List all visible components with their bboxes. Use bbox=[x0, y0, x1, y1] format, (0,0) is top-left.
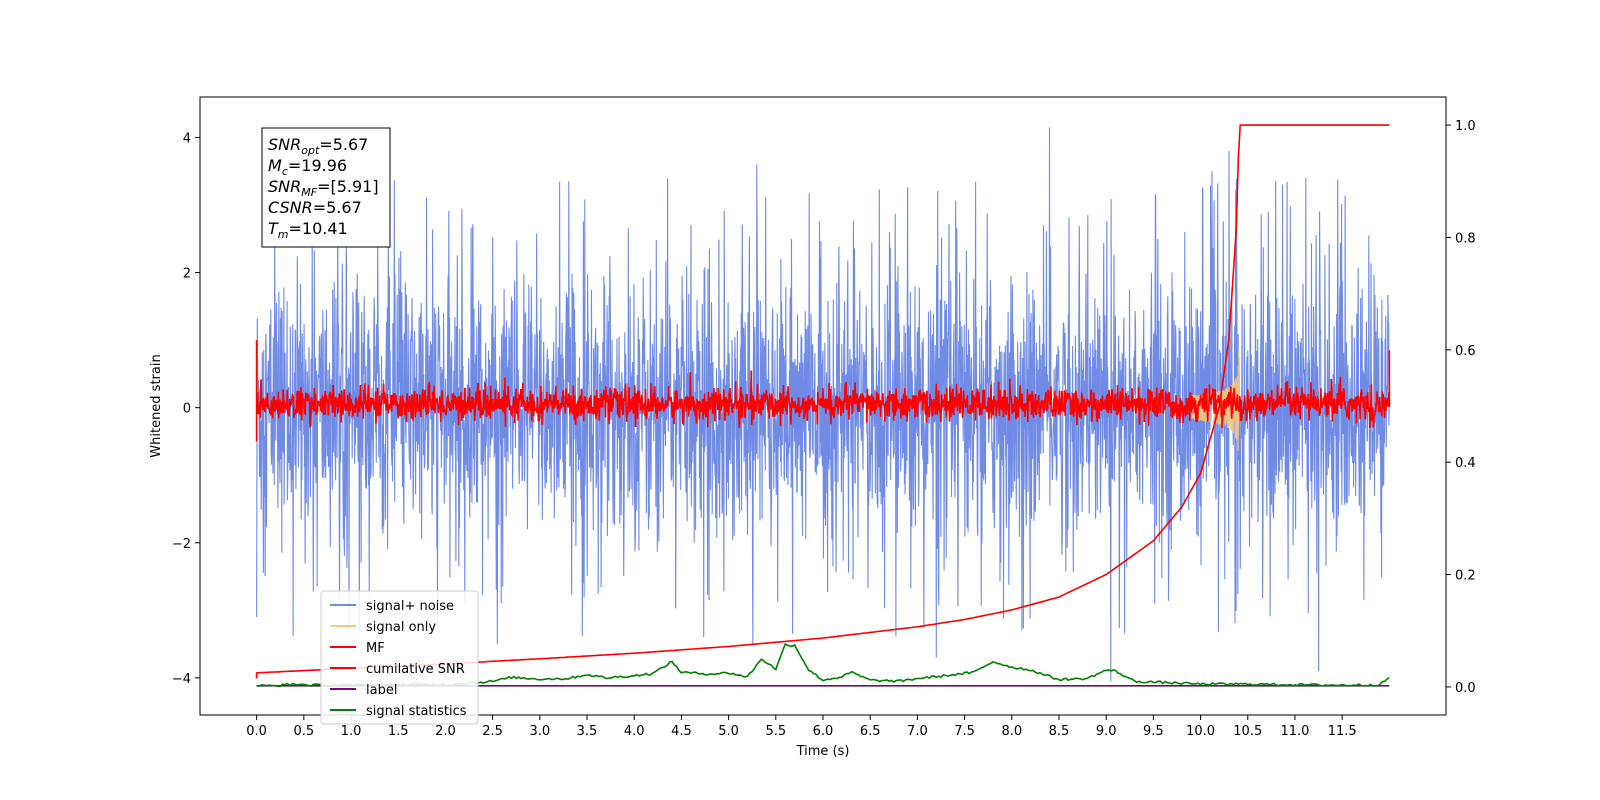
x-tick-label: 0.5 bbox=[293, 724, 314, 739]
x-tick-label: 10.0 bbox=[1186, 724, 1215, 739]
series-line-signal-noise bbox=[256, 127, 1390, 682]
x-tick-label: 7.0 bbox=[907, 724, 928, 739]
y-tick-label: 2 bbox=[183, 267, 191, 282]
x-tick-label: 8.5 bbox=[1049, 724, 1070, 739]
y-right-tick-label: 1.0 bbox=[1455, 119, 1476, 134]
x-tick-label: 6.0 bbox=[813, 724, 834, 739]
legend-frame bbox=[320, 590, 479, 725]
legend-label: cumilative SNR bbox=[366, 662, 465, 677]
x-tick-label: 6.5 bbox=[860, 724, 881, 739]
legend-label: signal+ noise bbox=[366, 599, 454, 614]
x-tick-label: 10.5 bbox=[1233, 724, 1262, 739]
x-tick-label: 5.5 bbox=[765, 724, 786, 739]
annotation-line: SNRopt=5.67 bbox=[268, 135, 368, 157]
y-right-tick-label: 0.6 bbox=[1455, 344, 1476, 359]
legend-label: signal only bbox=[366, 620, 436, 635]
annotation-line: Mc=19.96 bbox=[268, 156, 347, 178]
y-tick-label: 0 bbox=[183, 402, 191, 417]
y-axis-right: 0.0 0.2 0.4 0.6 0.8 1.0 bbox=[1446, 119, 1476, 696]
x-tick-label: 1.0 bbox=[341, 724, 362, 739]
y-right-tick-label: 0.8 bbox=[1455, 231, 1476, 246]
x-axis: 0.0 0.5 1.0 1.5 2.0 2.5 3.0 3.5 4.0 4.5 5.0 5.5 6.0 6… bbox=[246, 715, 1357, 739]
x-tick-label: 4.5 bbox=[671, 724, 692, 739]
x-tick-label: 9.5 bbox=[1143, 724, 1164, 739]
annotation-line: Tm=10.41 bbox=[268, 219, 348, 241]
legend: signal+ noise signal only MF cumilative SNR… bbox=[320, 590, 479, 725]
series-line-mf bbox=[255, 340, 1391, 442]
y-right-tick-label: 0.2 bbox=[1455, 569, 1476, 584]
y-right-tick-label: 0.4 bbox=[1455, 456, 1476, 471]
x-tick-label: 2.0 bbox=[435, 724, 456, 739]
x-tick-label: 4.0 bbox=[624, 724, 645, 739]
y-axis-left: −4 −2 0 2 4 bbox=[172, 132, 200, 687]
y-tick-label: −4 bbox=[172, 672, 191, 687]
y-tick-label: 4 bbox=[183, 132, 191, 147]
x-tick-label: 0.0 bbox=[246, 724, 267, 739]
annotation-line: CSNR=5.67 bbox=[268, 198, 362, 217]
legend-label: label bbox=[366, 683, 397, 698]
x-axis-label: Time (s) bbox=[796, 744, 850, 759]
x-tick-label: 2.5 bbox=[482, 724, 503, 739]
x-tick-label: 1.5 bbox=[388, 724, 409, 739]
annotation-box-frame bbox=[261, 127, 391, 248]
x-tick-label: 5.0 bbox=[718, 724, 739, 739]
x-tick-label: 9.0 bbox=[1096, 724, 1117, 739]
parameter-annotation-box: SNRopt=5.67Mc=19.96SNRMF=[5.91]CSNR=5.67… bbox=[261, 127, 391, 248]
y-right-tick-label: 0.0 bbox=[1455, 681, 1476, 696]
x-tick-label: 11.5 bbox=[1328, 724, 1357, 739]
x-tick-label: 3.0 bbox=[529, 724, 550, 739]
y-axis-label: Whitened strain bbox=[149, 354, 164, 457]
x-tick-label: 11.0 bbox=[1280, 724, 1309, 739]
annotation-line: SNRMF=[5.91] bbox=[268, 177, 379, 199]
legend-label: signal statistics bbox=[366, 704, 467, 719]
legend-label: MF bbox=[366, 641, 385, 656]
x-tick-label: 3.5 bbox=[577, 724, 598, 739]
y-tick-label: −2 bbox=[172, 537, 191, 552]
x-tick-label: 8.0 bbox=[1001, 724, 1022, 739]
x-tick-label: 7.5 bbox=[954, 724, 975, 739]
